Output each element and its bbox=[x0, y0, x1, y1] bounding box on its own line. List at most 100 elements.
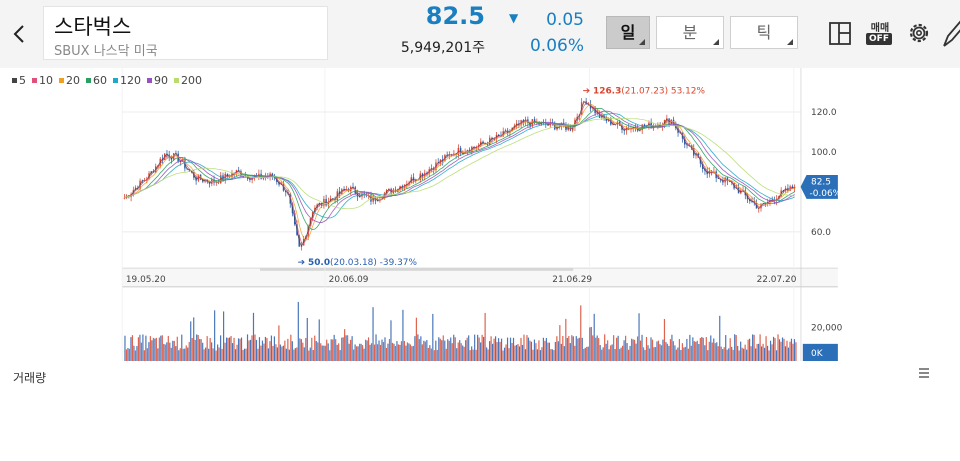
volume-bar bbox=[305, 337, 307, 361]
volume-bar bbox=[142, 334, 144, 361]
tab-day[interactable]: 일 bbox=[606, 16, 650, 49]
volume-bar bbox=[457, 342, 459, 361]
volume-bar bbox=[161, 335, 163, 361]
volume-bar bbox=[199, 339, 201, 361]
ma-line-120 bbox=[124, 113, 795, 219]
legend-item: 120 bbox=[113, 74, 141, 87]
volume-bar bbox=[765, 336, 767, 361]
volume-bar bbox=[344, 329, 346, 361]
volume-bar bbox=[629, 345, 631, 361]
stock-title-box[interactable]: 스타벅스 SBUX 나스닥 미국 bbox=[43, 6, 328, 60]
volume-bar bbox=[345, 335, 347, 361]
volume-bar bbox=[403, 340, 406, 361]
volume-bar bbox=[542, 337, 545, 361]
volume-bar bbox=[740, 341, 742, 361]
volume-bar bbox=[611, 344, 613, 361]
trade-toggle-label: 매매 bbox=[870, 23, 890, 34]
ma-line-90 bbox=[124, 110, 795, 223]
volume-bar bbox=[196, 334, 198, 361]
volume-bar bbox=[710, 335, 712, 361]
pen-icon[interactable] bbox=[940, 16, 960, 50]
legend-swatch bbox=[59, 78, 64, 83]
volume-bar bbox=[781, 337, 784, 361]
volume-bar bbox=[312, 350, 314, 361]
volume-bar bbox=[672, 341, 675, 361]
volume-bar bbox=[496, 342, 498, 361]
volume-bar bbox=[127, 348, 129, 361]
annotation-arrow-icon: ➔ bbox=[298, 258, 308, 268]
ma-line-60 bbox=[124, 107, 795, 230]
trade-toggle-button[interactable]: 매매 OFF bbox=[863, 16, 893, 50]
volume-bar bbox=[188, 341, 190, 361]
volume-bar bbox=[689, 334, 691, 361]
volume-bar bbox=[332, 339, 334, 361]
volume-bar bbox=[738, 350, 740, 361]
volume-bar bbox=[562, 335, 564, 361]
volume-bar bbox=[589, 327, 591, 361]
volume-bar bbox=[636, 336, 639, 361]
volume-bar bbox=[266, 337, 268, 361]
volume-bar bbox=[683, 347, 685, 361]
volume-bar bbox=[439, 338, 441, 361]
volume-bar bbox=[523, 334, 525, 361]
volume-bar bbox=[657, 340, 660, 361]
volume-bar bbox=[613, 335, 615, 361]
menu-icon[interactable] bbox=[917, 366, 931, 380]
volume-bar bbox=[654, 347, 657, 361]
volume-bar bbox=[692, 337, 694, 361]
trade-off-badge: OFF bbox=[866, 33, 892, 45]
volume-bar bbox=[242, 349, 244, 361]
volume-bar bbox=[166, 342, 168, 361]
volume-bar bbox=[580, 305, 582, 361]
volume-bar bbox=[170, 347, 172, 361]
volume-bar bbox=[506, 337, 509, 361]
volume-pane-label: 거래량 bbox=[13, 371, 47, 385]
legend-label: 120 bbox=[120, 74, 141, 87]
volume-bar bbox=[536, 349, 539, 361]
volume-bar bbox=[252, 312, 255, 361]
volume-bar bbox=[696, 340, 698, 361]
volume-bar bbox=[574, 345, 576, 361]
volume-bar bbox=[438, 337, 440, 361]
volume-bar bbox=[650, 337, 652, 361]
volume-bar bbox=[406, 342, 409, 361]
legend-swatch bbox=[113, 78, 118, 83]
volume-bar bbox=[663, 319, 666, 361]
back-icon[interactable] bbox=[6, 18, 32, 50]
volume-bar bbox=[376, 344, 379, 361]
volume-bar bbox=[744, 344, 746, 361]
volume-bar bbox=[693, 341, 695, 361]
volume-bar bbox=[478, 337, 480, 361]
volume-bar bbox=[227, 337, 229, 361]
volume-bar bbox=[148, 342, 150, 361]
gear-icon[interactable] bbox=[904, 16, 934, 50]
volume-bar bbox=[729, 338, 731, 361]
volume-bar bbox=[678, 339, 680, 361]
volume-bar bbox=[453, 334, 455, 361]
tab-tick-label: 틱 bbox=[756, 23, 772, 42]
volume-bar bbox=[333, 334, 335, 361]
volume-bar bbox=[384, 337, 386, 361]
volume-bar bbox=[515, 344, 518, 361]
volume-bar bbox=[358, 343, 361, 361]
volume-bar bbox=[320, 343, 322, 361]
tab-tick[interactable]: 틱 bbox=[730, 16, 798, 49]
volume-bar bbox=[315, 341, 317, 361]
volume-bar bbox=[276, 347, 278, 361]
volume-bar bbox=[381, 339, 383, 361]
volume-bar bbox=[575, 336, 577, 361]
volume-bar bbox=[494, 336, 497, 361]
volume-bar bbox=[511, 342, 513, 361]
price-chart[interactable]: 120.0 100.0 60.0 19.05.20 20.06.09 21.06.29 22… bbox=[0, 68, 960, 361]
volume-bar bbox=[620, 347, 622, 361]
volume-bar bbox=[302, 342, 304, 361]
volume-bar bbox=[623, 340, 625, 361]
volume-bar bbox=[206, 336, 208, 361]
annotation-low: ➔ 50.0(20.03.18) -39.37% bbox=[298, 258, 417, 268]
volume-bar bbox=[610, 345, 612, 361]
volume-bar bbox=[424, 341, 426, 361]
volume-bar bbox=[379, 344, 382, 361]
layout-icon[interactable] bbox=[826, 16, 856, 50]
tab-minute[interactable]: 분 bbox=[656, 16, 724, 49]
volume-bar bbox=[230, 336, 232, 361]
